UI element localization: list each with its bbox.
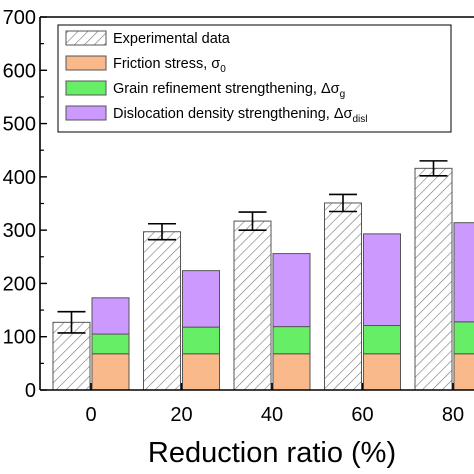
bar-stack-3-0 [91, 297, 130, 335]
legend-box [57, 24, 452, 133]
y-tick-label-400: 400 [3, 167, 36, 189]
bar-stack-2-40 [272, 326, 311, 355]
x-tick-label-40: 40 [261, 404, 283, 426]
y-tick-label-200: 200 [3, 273, 36, 295]
bar-stack-3-60 [363, 233, 401, 327]
bar-stack-2-20 [182, 326, 220, 355]
bar-stack-1-60 [363, 353, 401, 391]
legend-swatch-4 [65, 105, 107, 121]
bar-stack-2-0 [91, 333, 130, 355]
x-tick-label-60: 60 [351, 404, 373, 426]
y-tick-label-600: 600 [3, 60, 36, 82]
bar-experimental-60 [324, 202, 362, 391]
bar-stack-3-80 [453, 222, 474, 323]
x-tick-label-0: 0 [85, 404, 96, 426]
legend-label-4: Dislocation density strengthening, Δσdis… [113, 106, 368, 125]
y-tick-label-500: 500 [3, 114, 36, 136]
y-tick-label-700: 700 [3, 7, 36, 29]
legend-label-subscript-4: disl [352, 114, 367, 125]
bar-stack-1-40 [272, 353, 311, 391]
legend: Experimental data Friction stress, σ0 Grai… [57, 24, 452, 133]
x-tick-label-20: 20 [170, 404, 192, 426]
bar-stack-1-80 [453, 353, 474, 391]
legend-swatch-2 [65, 55, 107, 71]
axes: 0 100 200 300 400 500 600 700 0 20 40 60 80 [3, 7, 474, 426]
bar-experimental-20 [143, 231, 181, 391]
bar-stack-2-80 [453, 321, 474, 355]
y-tick-label-100: 100 [3, 327, 36, 349]
y-tick-label-300: 300 [3, 220, 36, 242]
legend-swatch-3 [65, 80, 107, 96]
bar-stack-1-0 [91, 353, 130, 391]
bar-stack-1-20 [182, 353, 220, 391]
legend-label-subscript-3: g [340, 89, 346, 100]
legend-label-1: Experimental data [113, 31, 231, 47]
plot-area [52, 160, 474, 391]
y-tick-label-0: 0 [25, 380, 36, 402]
bar-stack-3-40 [272, 253, 311, 328]
legend-label-3: Grain refinement strengthening, Δσg [113, 81, 345, 100]
bar-experimental-80 [414, 167, 453, 391]
x-axis-label: Reduction ratio (%) [148, 437, 396, 469]
bar-stack-2-60 [363, 325, 401, 355]
legend-label-2: Friction stress, σ0 [113, 56, 226, 75]
bar-stack-3-20 [182, 270, 220, 328]
legend-swatch-1 [65, 30, 107, 46]
x-tick-label-80: 80 [442, 404, 464, 426]
legend-label-subscript-2: 0 [220, 64, 226, 75]
bar-experimental-40 [233, 220, 272, 391]
